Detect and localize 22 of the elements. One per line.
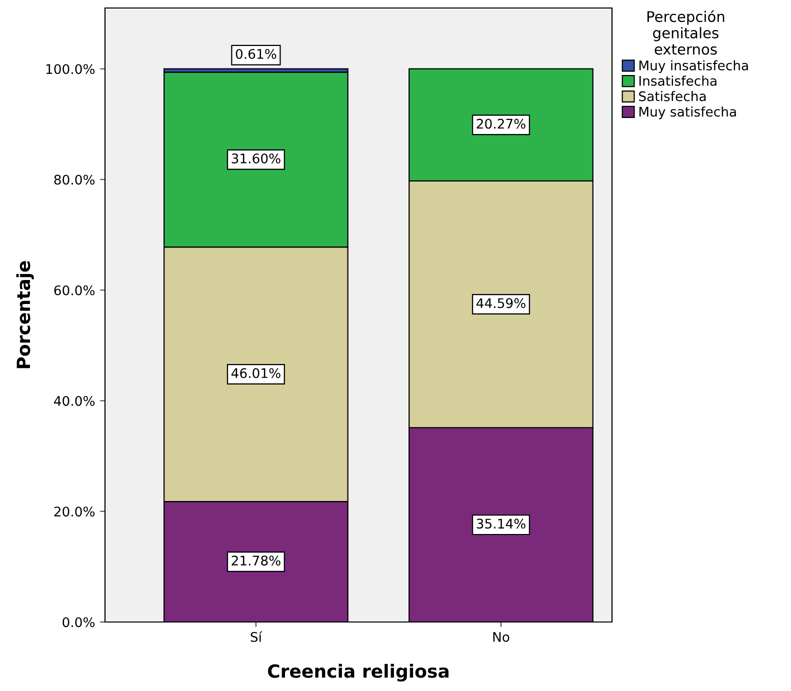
data-label: 20.27% (476, 118, 526, 129)
legend-label: Insatisfecha (639, 76, 716, 86)
x-tick-label: No (493, 632, 510, 642)
data-label: 35.14% (476, 518, 526, 529)
data-label: 31.60% (232, 153, 280, 164)
x-axis-title: Creencia religiosa (268, 664, 448, 682)
data-label: 46.01% (231, 368, 280, 378)
data-label: 0.61% (236, 48, 276, 59)
data-label: 21.78% (232, 556, 280, 566)
y-tick-label: 80.0% (54, 174, 95, 185)
x-tick-label: Sí (250, 631, 262, 642)
legend-label: Satisfecha (639, 91, 706, 102)
y-tick-label: 0.0% (62, 617, 95, 628)
y-tick-label: 60.0% (54, 285, 95, 296)
y-tick-label: 20.0% (54, 506, 95, 517)
legend-label: Muy insatisfecha (639, 60, 748, 73)
legend-title: Percepción genitales externos (647, 10, 724, 55)
legend-label: Muy satisfecha (639, 106, 736, 120)
y-axis-title: Porcentaje (16, 261, 34, 368)
y-tick-label: 40.0% (54, 396, 95, 406)
y-tick-label: 100.0% (46, 64, 95, 74)
data-label: 44.59% (476, 298, 526, 308)
